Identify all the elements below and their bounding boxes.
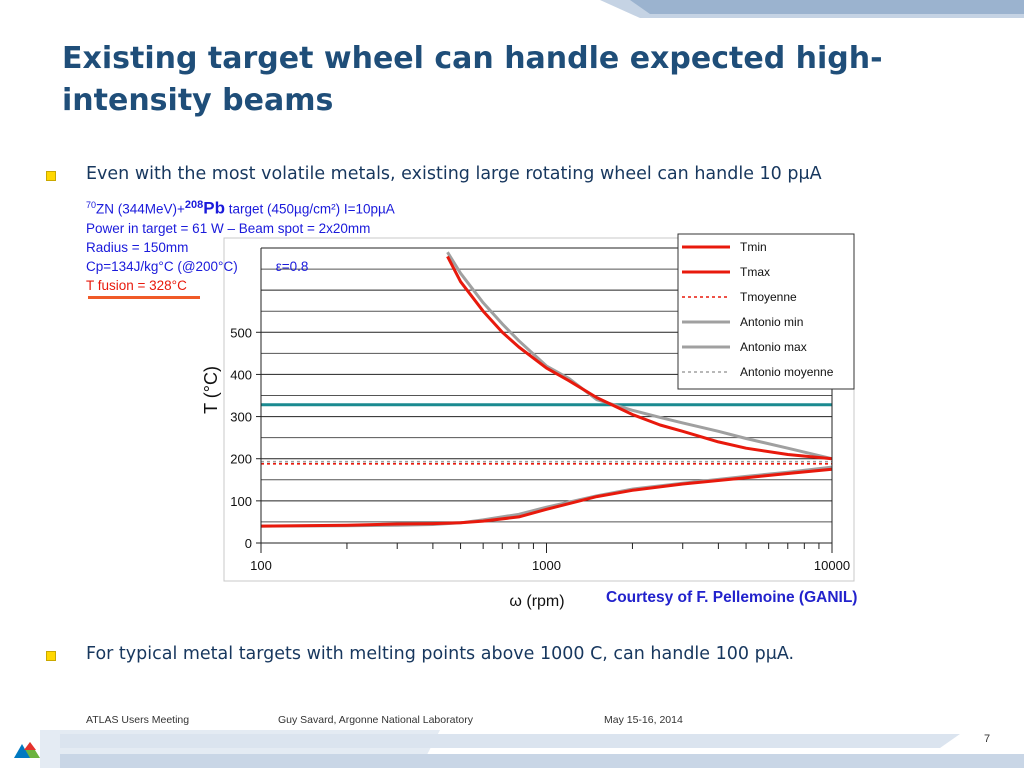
beam-info-box: 70ZN (344MeV)+208Pb target (450µg/cm²) I… (86, 196, 395, 295)
target-details: target (450µg/cm²) I=10pµA (225, 201, 395, 217)
bullet-marker (46, 171, 56, 181)
legend-label: Tmax (740, 265, 770, 279)
legend-label: Tmoyenne (740, 290, 797, 304)
legend-box (677, 233, 855, 390)
page-number: 7 (984, 733, 991, 745)
y-axis-label: T (°C) (201, 366, 221, 414)
x-tick-label: 100 (250, 558, 272, 573)
epsilon-value: ε=0.8 (275, 258, 309, 274)
y-tick-label: 200 (230, 452, 252, 467)
beam-label: ZN (344MeV)+ (96, 201, 185, 217)
target-mass-number: 208 (184, 199, 204, 211)
target-element: Pb (203, 198, 226, 218)
x-tick-label: 1000 (532, 558, 561, 573)
fusion-underline (88, 296, 200, 299)
fusion-line: T fusion = 328°C (86, 277, 187, 293)
power-line: Power in target = 61 W – Beam spot = 2x2… (86, 220, 371, 236)
footer-event: ATLAS Users Meeting (86, 714, 190, 726)
radius-line: Radius = 150mm (86, 239, 189, 255)
x-axis-label: ω (rpm) (509, 593, 564, 610)
series-tmax (446, 255, 833, 461)
legend-label: Antonio min (740, 315, 803, 329)
legend-label: Tmin (740, 240, 767, 254)
courtesy-note: Courtesy of F. Pellemoine (GANIL) (606, 589, 858, 606)
series-antonio-max (446, 251, 833, 461)
footer-author: Guy Savard, Argonne National Laboratory (278, 714, 473, 726)
series-layer (260, 251, 833, 528)
cp-line: Cp=134J/kg°C (@200°C) ε=0.8 (86, 257, 395, 276)
cp-value: Cp=134J/kg°C (@200°C) (86, 258, 238, 274)
footer-date: May 15-16, 2014 (604, 714, 683, 726)
y-tick-label: 0 (245, 536, 252, 551)
bullet-marker (46, 651, 56, 661)
y-tick-label: 300 (230, 410, 252, 425)
series-tmin (260, 467, 833, 528)
legend-label: Antonio max (740, 340, 807, 354)
beam-mass-number: 70 (86, 200, 97, 210)
x-tick-label: 10000 (814, 558, 850, 573)
header-band (600, 0, 1024, 18)
y-tick-label: 100 (230, 494, 252, 509)
y-tick-label: 400 (230, 367, 252, 382)
bullet-text: For typical metal targets with melting p… (86, 644, 795, 664)
legend-label: Antonio moyenne (740, 365, 834, 379)
legend-layer: Tmin Tmax Tmoyenne Antonio min Antonio max An… (677, 233, 855, 390)
argonne-logo-icon (14, 742, 40, 758)
y-tick-label: 500 (230, 325, 252, 340)
beam-line: 70ZN (344MeV)+208Pb target (450µg/cm²) I… (86, 196, 395, 219)
slide-title: Existing target wheel can handle expecte… (62, 41, 883, 118)
bullet-text: Even with the most volatile metals, exis… (86, 164, 822, 184)
footer-band (14, 730, 1024, 768)
